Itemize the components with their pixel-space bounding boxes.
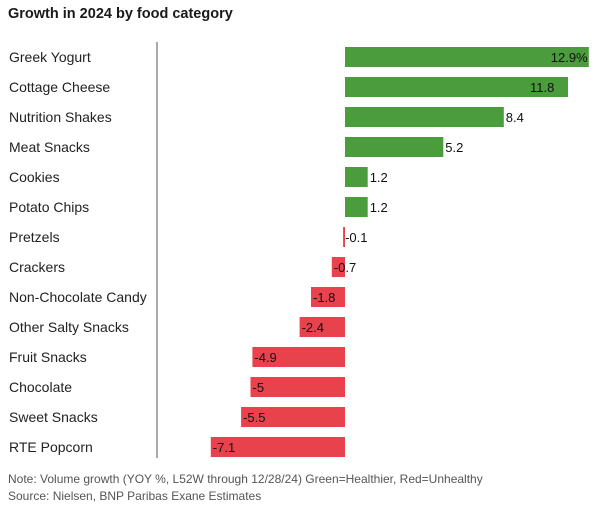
bar-crackers xyxy=(331,257,345,277)
value-label-potato-chips: 1.2 xyxy=(370,200,388,215)
value-label-greek-yogurt: 12.9% xyxy=(551,50,588,65)
bars-group: Greek Yogurt 12.9% Cottage Cheese 11.8 Nutri… xyxy=(9,47,589,457)
bar-sweet-snacks xyxy=(241,407,345,427)
bar-meat-snacks xyxy=(345,137,444,157)
value-label-crackers: -0.7 xyxy=(334,260,356,275)
bar-non-chocolate-candy xyxy=(311,287,345,307)
value-label-fruit-snacks: -4.9 xyxy=(254,350,276,365)
value-label-non-chocolate-candy: -1.8 xyxy=(313,290,335,305)
category-label-meat-snacks: Meat Snacks xyxy=(9,139,90,155)
value-label-cottage-cheese: 11.8 xyxy=(530,80,554,95)
bar-nutrition-shakes xyxy=(345,107,504,127)
chart-title: Growth in 2024 by food category xyxy=(8,6,233,22)
bar-rte-popcorn xyxy=(210,437,345,457)
value-label-other-salty-snacks: -2.4 xyxy=(302,320,324,335)
category-label-fruit-snacks: Fruit Snacks xyxy=(9,349,87,365)
category-label-rte-popcorn: RTE Popcorn xyxy=(9,439,93,455)
bar-fruit-snacks xyxy=(252,347,345,367)
bar-chart: Greek Yogurt 12.9% Cottage Cheese 11.8 Nutri… xyxy=(9,42,589,458)
category-label-crackers: Crackers xyxy=(9,259,65,275)
value-label-nutrition-shakes: 8.4 xyxy=(506,110,524,125)
category-label-nutrition-shakes: Nutrition Shakes xyxy=(9,109,112,125)
bar-chocolate xyxy=(250,377,345,397)
category-label-potato-chips: Potato Chips xyxy=(9,199,89,215)
value-label-cookies: 1.2 xyxy=(370,170,388,185)
value-label-meat-snacks: 5.2 xyxy=(445,140,463,155)
category-label-cottage-cheese: Cottage Cheese xyxy=(9,79,110,95)
category-label-cookies: Cookies xyxy=(9,169,60,185)
bar-potato-chips xyxy=(345,197,368,217)
value-label-pretzels: -0.1 xyxy=(345,230,367,245)
category-label-non-chocolate-candy: Non-Chocolate Candy xyxy=(9,289,147,305)
category-label-chocolate: Chocolate xyxy=(9,379,72,395)
bar-pretzels xyxy=(343,227,345,247)
category-label-other-salty-snacks: Other Salty Snacks xyxy=(9,319,129,335)
category-label-greek-yogurt: Greek Yogurt xyxy=(9,49,91,65)
value-label-rte-popcorn: -7.1 xyxy=(213,440,235,455)
bar-greek-yogurt xyxy=(345,47,589,67)
category-label-pretzels: Pretzels xyxy=(9,229,60,245)
value-label-sweet-snacks: -5.5 xyxy=(243,410,265,425)
bar-cottage-cheese xyxy=(345,77,568,97)
chart-source: Source: Nielsen, BNP Paribas Exane Estim… xyxy=(8,489,262,503)
bar-cookies xyxy=(345,167,368,187)
value-label-chocolate: -5 xyxy=(253,380,265,395)
category-label-sweet-snacks: Sweet Snacks xyxy=(9,409,98,425)
chart-note: Note: Volume growth (YOY %, L52W through… xyxy=(8,472,483,486)
bar-other-salty-snacks xyxy=(299,317,345,337)
